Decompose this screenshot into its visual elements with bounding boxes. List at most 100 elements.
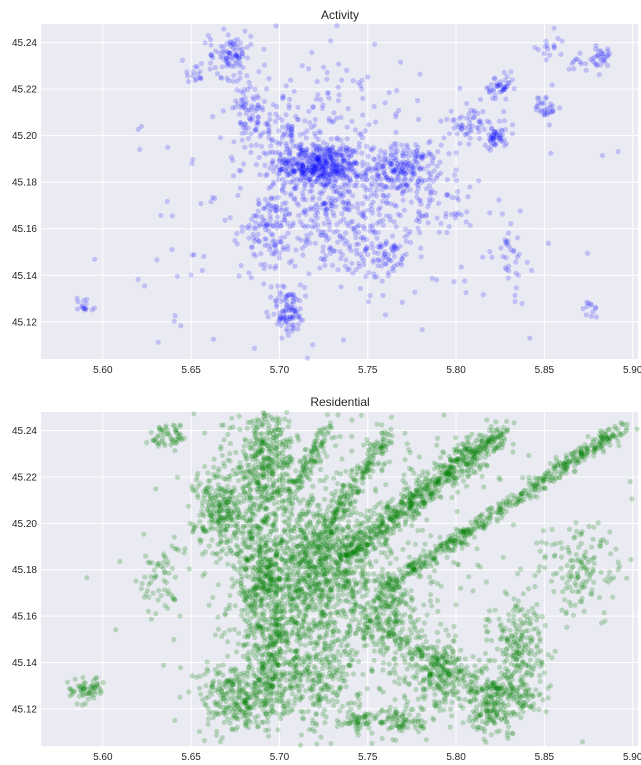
activity-point xyxy=(295,326,301,332)
activity-point xyxy=(311,167,317,173)
residential-point xyxy=(199,503,206,509)
residential-point xyxy=(266,733,272,739)
residential-point xyxy=(221,719,227,726)
activity-point xyxy=(257,172,263,178)
activity-point xyxy=(380,222,386,228)
residential-point xyxy=(233,449,239,456)
activity-point xyxy=(227,39,233,45)
activity-point xyxy=(380,164,386,170)
activity-point xyxy=(280,124,286,130)
activity-point xyxy=(377,205,383,211)
activity-point xyxy=(328,153,334,159)
residential-point xyxy=(263,601,270,607)
activity-point xyxy=(419,151,425,157)
activity-point xyxy=(298,151,304,157)
activity-point xyxy=(508,221,514,227)
activity-point xyxy=(367,187,373,193)
residential-point xyxy=(378,500,384,506)
activity-point xyxy=(363,168,370,174)
activity-point xyxy=(389,233,396,239)
activity-point xyxy=(239,51,245,57)
activity-point xyxy=(369,147,375,153)
activity-point xyxy=(377,181,383,188)
activity-point xyxy=(323,160,329,166)
activity-point xyxy=(322,165,328,171)
activity-point xyxy=(599,152,606,159)
activity-grid xyxy=(41,24,638,359)
activity-point xyxy=(165,144,171,150)
residential-point xyxy=(222,707,228,713)
activity-point xyxy=(326,95,332,101)
activity-point xyxy=(314,172,320,178)
activity-point xyxy=(395,185,401,191)
activity-point xyxy=(444,177,450,183)
residential-point xyxy=(305,708,311,714)
activity-point xyxy=(299,147,305,153)
activity-point xyxy=(301,181,307,187)
activity-point xyxy=(324,145,330,151)
activity-x-tick-label: 5.65 xyxy=(181,365,201,376)
activity-point xyxy=(374,176,381,182)
activity-point xyxy=(332,177,338,183)
activity-point xyxy=(343,148,349,154)
activity-point xyxy=(310,159,316,165)
activity-point xyxy=(363,273,369,280)
activity-point xyxy=(363,128,369,134)
residential-point xyxy=(365,571,371,577)
residential-point xyxy=(364,642,370,648)
activity-point xyxy=(310,342,316,348)
residential-point xyxy=(223,526,229,533)
residential-point xyxy=(297,524,303,530)
residential-point xyxy=(213,732,220,739)
residential-point xyxy=(281,703,287,709)
activity-point xyxy=(334,136,340,142)
activity-point xyxy=(407,228,413,234)
residential-point xyxy=(219,507,225,513)
activity-point xyxy=(330,262,336,268)
activity-point xyxy=(327,152,333,158)
activity-point xyxy=(230,157,236,163)
residential-point xyxy=(307,586,313,593)
residential-point xyxy=(215,689,221,695)
residential-point xyxy=(258,595,264,602)
activity-point xyxy=(269,161,275,167)
activity-point xyxy=(416,116,422,122)
activity-point xyxy=(309,164,316,170)
activity-point xyxy=(329,185,335,191)
activity-point xyxy=(449,195,455,201)
residential-point xyxy=(373,558,379,564)
activity-point xyxy=(418,201,424,207)
activity-point xyxy=(311,150,317,156)
residential-point xyxy=(244,508,250,514)
activity-point xyxy=(295,162,301,168)
activity-point xyxy=(318,171,324,177)
residential-point xyxy=(397,629,403,636)
residential-point xyxy=(334,628,340,634)
activity-point xyxy=(277,314,283,320)
activity-point xyxy=(453,177,460,183)
activity-point xyxy=(337,145,343,151)
activity-point xyxy=(360,159,366,165)
activity-point xyxy=(301,168,307,174)
residential-point xyxy=(247,445,253,451)
residential-point xyxy=(205,716,211,722)
activity-point xyxy=(346,266,352,272)
residential-point xyxy=(244,682,250,688)
residential-point xyxy=(316,691,322,697)
activity-point xyxy=(319,156,325,162)
activity-point xyxy=(286,211,292,217)
activity-point xyxy=(317,157,323,163)
residential-point xyxy=(300,572,307,578)
residential-point xyxy=(237,559,243,565)
activity-point xyxy=(480,292,486,298)
activity-point xyxy=(417,71,423,77)
activity-point xyxy=(288,157,294,163)
activity-point xyxy=(287,161,293,167)
activity-point xyxy=(319,171,325,177)
activity-point xyxy=(615,149,621,155)
residential-point xyxy=(322,682,328,688)
residential-point xyxy=(329,639,335,645)
activity-point xyxy=(509,131,516,137)
activity-point xyxy=(348,153,354,159)
